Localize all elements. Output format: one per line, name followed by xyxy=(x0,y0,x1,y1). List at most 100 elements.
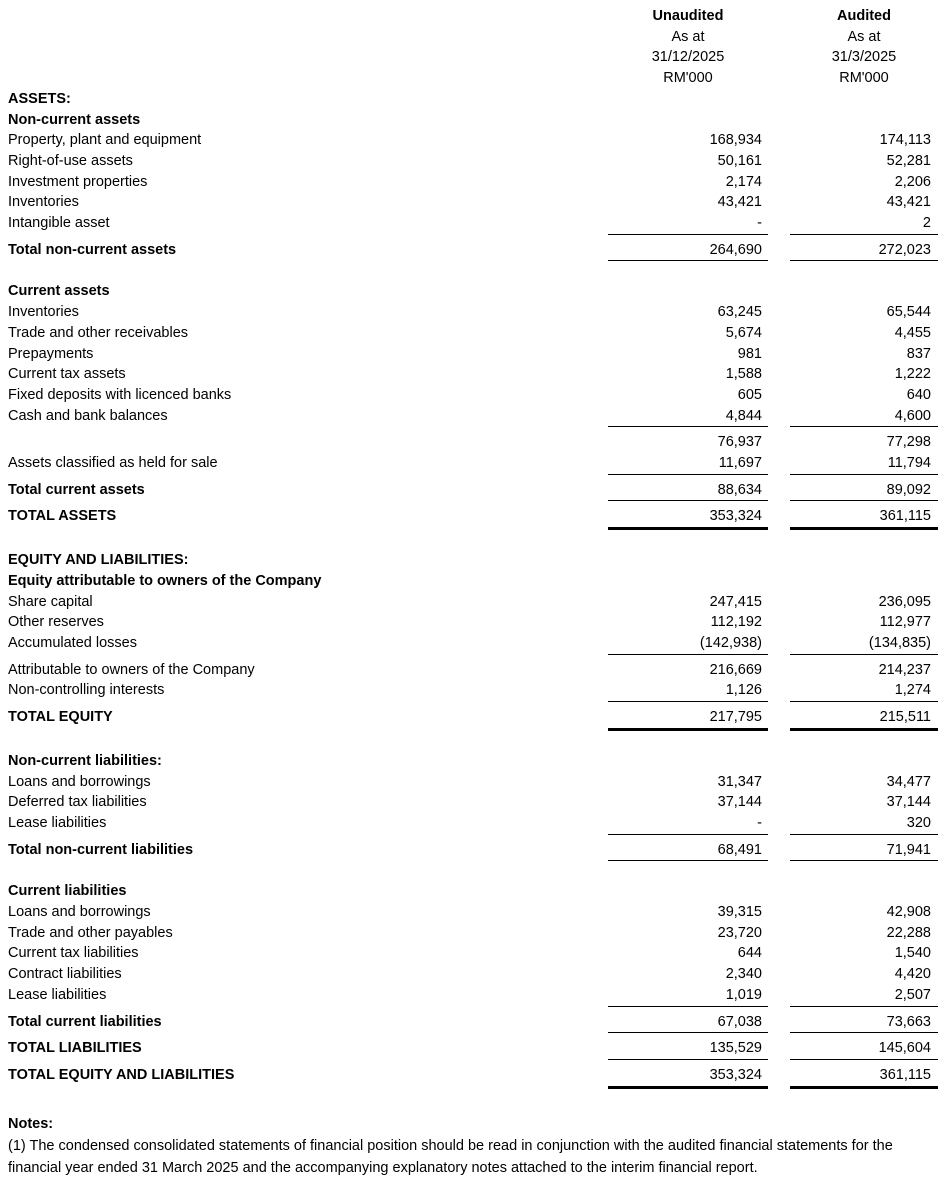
column-status-audited: Audited xyxy=(837,8,891,24)
column-gap xyxy=(768,1038,790,1060)
row-value-audited: 11,794 xyxy=(790,453,938,475)
row-value-audited xyxy=(790,881,938,902)
row-label: Intangible asset xyxy=(8,215,110,232)
statement-row: Total current liabilities 67,038 73,663 xyxy=(8,1012,938,1034)
row-value-unaudited: 264,690 xyxy=(608,240,768,262)
row-value-audited: 4,420 xyxy=(894,966,931,983)
row-label: Prepayments xyxy=(8,345,94,362)
column-gap xyxy=(768,281,790,302)
row-value-unaudited: 11,697 xyxy=(608,453,768,475)
statement-row: Total non-current assets 264,690 272,023 xyxy=(8,240,938,262)
statement-row: Contract liabilities 2,340 4,420 xyxy=(8,964,938,985)
row-value-audited: 361,115 xyxy=(790,506,938,531)
statement-row: Loans and borrowings 31,347 34,477 xyxy=(8,772,938,793)
statement-row: Cash and bank balances 4,844 4,600 xyxy=(8,406,938,428)
row-value-audited: 236,095 xyxy=(878,593,931,610)
row-label: Loans and borrowings xyxy=(8,904,151,921)
row-value-unaudited xyxy=(608,89,768,110)
row-value-audited: 89,092 xyxy=(790,480,938,502)
row-value-unaudited: 23,720 xyxy=(717,924,762,941)
row-value-unaudited: 39,315 xyxy=(717,904,762,921)
column-date-unaudited: 31/12/2025 xyxy=(651,49,725,66)
row-value-audited: 145,604 xyxy=(790,1038,938,1060)
row-value-audited: 52,281 xyxy=(886,152,931,169)
statement-row: 76,937 77,298 xyxy=(8,432,938,453)
column-gap xyxy=(768,923,790,944)
row-value-audited xyxy=(790,281,938,302)
column-gap xyxy=(768,964,790,985)
row-value-audited: 22,288 xyxy=(886,924,931,941)
column-asat-audited: As at xyxy=(847,28,881,45)
row-value-unaudited: 63,245 xyxy=(717,304,762,321)
statement-row: Attributable to owners of the Company 21… xyxy=(8,660,938,681)
row-value-unaudited: 353,324 xyxy=(608,1065,768,1089)
row-label: Deferred tax liabilities xyxy=(8,794,147,811)
column-gap xyxy=(768,1065,790,1089)
row-value-audited: 4,600 xyxy=(790,406,938,428)
column-gap xyxy=(768,506,790,530)
row-value-unaudited: 353,324 xyxy=(608,506,768,531)
statement-row: TOTAL EQUITY 217,795 215,511 xyxy=(8,707,938,731)
row-label: Non-current liabilities: xyxy=(8,752,162,769)
row-value-unaudited: 1,588 xyxy=(725,366,762,383)
row-label: Trade and other payables xyxy=(8,924,173,941)
column-gap xyxy=(768,406,790,428)
column-gap xyxy=(768,840,790,862)
statement-row: Total non-current liabilities 68,491 71,… xyxy=(8,840,938,862)
statement-row: Inventories 43,421 43,421 xyxy=(8,192,938,213)
row-value-unaudited: 37,144 xyxy=(717,794,762,811)
row-value-unaudited: 67,038 xyxy=(608,1012,768,1034)
row-label: Trade and other receivables xyxy=(8,324,189,341)
row-value-audited: 1,222 xyxy=(894,366,931,383)
column-gap xyxy=(768,6,790,89)
row-label: Equity attributable to owners of the Com… xyxy=(8,572,322,589)
row-value-unaudited: 217,795 xyxy=(608,707,768,731)
row-value-audited: 361,115 xyxy=(790,1065,938,1089)
statement-row: Other reserves 112,192 112,977 xyxy=(8,612,938,633)
column-gap xyxy=(768,89,790,110)
row-value-unaudited: - xyxy=(608,213,768,235)
column-gap xyxy=(768,432,790,453)
row-value-audited: 65,544 xyxy=(886,304,931,321)
row-label: Total non-current liabilities xyxy=(8,841,194,858)
column-gap xyxy=(768,213,790,235)
column-gap xyxy=(768,772,790,793)
row-label: TOTAL LIABILITIES xyxy=(8,1040,142,1057)
column-gap xyxy=(768,612,790,633)
row-label: Total current assets xyxy=(8,481,145,498)
row-value-audited: 174,113 xyxy=(879,132,931,149)
column-gap xyxy=(768,751,790,772)
notes-section: Notes: (1) The condensed consolidated st… xyxy=(8,1113,938,1179)
column-headers: Unaudited As at 31/12/2025 RM'000 Audite… xyxy=(8,6,938,89)
row-value-audited: 43,421 xyxy=(886,194,931,211)
row-value-audited: 1,540 xyxy=(894,945,931,962)
statement-row: ASSETS: xyxy=(8,89,938,110)
row-value-unaudited: 76,937 xyxy=(717,434,762,451)
row-value-audited: (134,835) xyxy=(790,633,938,655)
column-gap xyxy=(768,660,790,681)
row-value-unaudited: 135,529 xyxy=(608,1038,768,1060)
statement-row: Trade and other payables 23,720 22,288 xyxy=(8,923,938,944)
row-value-audited: 77,298 xyxy=(886,434,931,451)
row-value-unaudited: 31,347 xyxy=(717,773,762,790)
row-value-audited: 837 xyxy=(906,345,931,362)
row-label: Right-of-use assets xyxy=(8,152,133,169)
statement-row: Property, plant and equipment 168,934 17… xyxy=(8,130,938,151)
row-label: Fixed deposits with licenced banks xyxy=(8,386,232,403)
column-gap xyxy=(768,192,790,213)
column-unit-unaudited: RM'000 xyxy=(663,70,713,87)
row-label: Investment properties xyxy=(8,173,148,190)
statement-row: Inventories 63,245 65,544 xyxy=(8,302,938,323)
row-label: Non-controlling interests xyxy=(8,682,165,699)
statement-row: Lease liabilities - 320 xyxy=(8,813,938,835)
row-label: Assets classified as held for sale xyxy=(8,455,218,472)
row-label: TOTAL EQUITY AND LIABILITIES xyxy=(8,1066,235,1083)
row-value-audited: 215,511 xyxy=(790,707,938,731)
note-1: (1) The condensed consolidated statement… xyxy=(8,1137,893,1176)
row-value-audited xyxy=(790,571,938,592)
row-value-audited: 71,941 xyxy=(790,840,938,862)
row-value-unaudited: (142,938) xyxy=(608,633,768,655)
statement-row: Intangible asset - 2 xyxy=(8,213,938,235)
row-value-audited: 320 xyxy=(790,813,938,835)
statement-body: ASSETS: Non-current assets Property, pla… xyxy=(8,89,938,1089)
